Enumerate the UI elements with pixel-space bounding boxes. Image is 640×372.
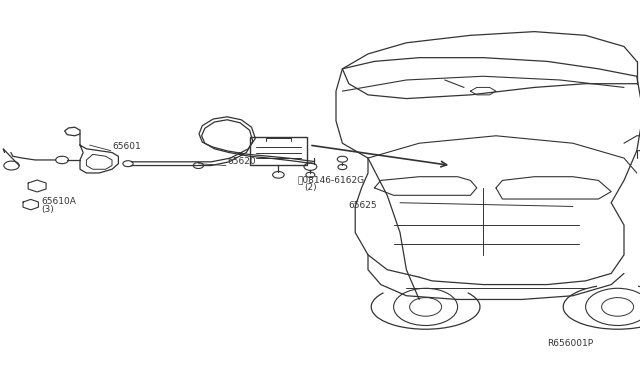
Text: 65620: 65620 [227,157,256,166]
Text: R656001P: R656001P [547,339,593,348]
Text: (3): (3) [42,205,54,214]
Text: (2): (2) [304,183,317,192]
Text: 65601: 65601 [112,142,141,151]
Text: 65625: 65625 [349,201,378,210]
Text: 65610A: 65610A [42,198,76,206]
Text: Ⓢ08146-6162G: Ⓢ08146-6162G [298,175,365,184]
